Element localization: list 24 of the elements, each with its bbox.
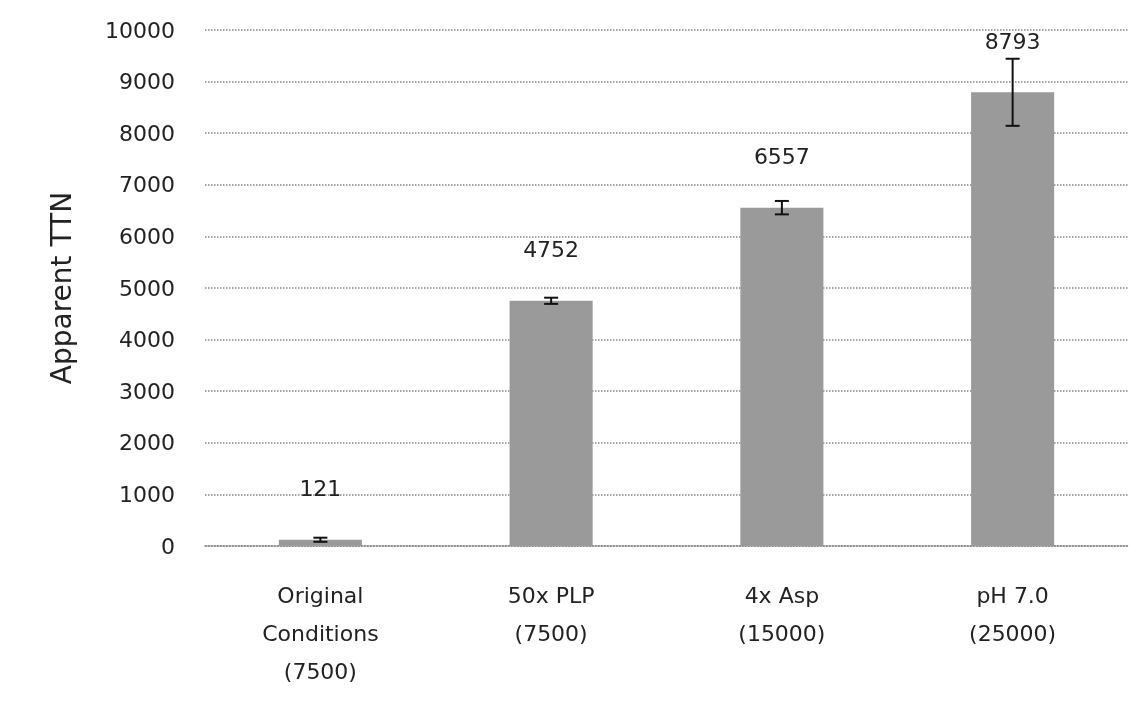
y-tick-label: 4000 [119, 327, 175, 353]
x-tick-label: 50x PLP (7500) [507, 582, 595, 646]
y-tick-label: 3000 [119, 378, 175, 404]
data-label: 6557 [753, 144, 810, 170]
data-label: 8793 [984, 28, 1041, 54]
y-tick-label: 10000 [105, 17, 175, 43]
x-tick-label: pH 7.0 (25000) [969, 582, 1057, 646]
x-tick-label: Original Conditions (7500) [262, 582, 379, 684]
y-tick-label: 0 [161, 533, 175, 559]
bar [509, 300, 593, 546]
y-tick-label: 9000 [119, 69, 175, 95]
bar [740, 207, 824, 546]
y-axis-title: Apparent TTN [44, 191, 78, 385]
data-label: 121 [299, 476, 342, 502]
y-tick-label: 5000 [119, 275, 175, 301]
bar [278, 539, 362, 546]
x-tick-label: 4x Asp (15000) [738, 582, 826, 646]
bar [971, 92, 1055, 546]
y-tick-label: 8000 [119, 120, 175, 146]
data-label: 4752 [523, 237, 580, 263]
y-tick-label: 6000 [119, 223, 175, 249]
y-tick-label: 7000 [119, 172, 175, 198]
y-tick-label: 2000 [119, 430, 175, 456]
y-tick-label: 1000 [119, 481, 175, 507]
